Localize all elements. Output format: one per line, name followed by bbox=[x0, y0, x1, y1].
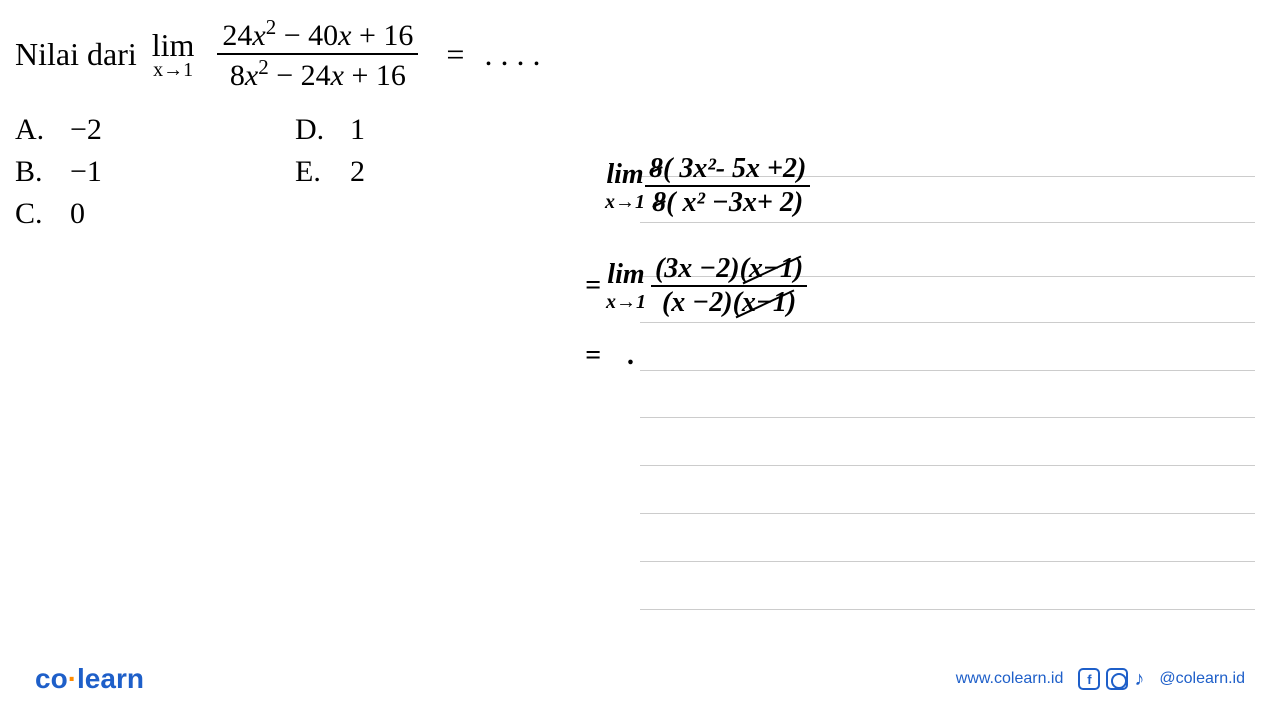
handwritten-solution: lim x→1 8( 3x²- 5x +2) 8( x² −3x+ 2) = l… bbox=[605, 140, 1255, 388]
option-a: A. −2 bbox=[15, 113, 295, 147]
equals-sign: = bbox=[446, 36, 464, 73]
option-value: 2 bbox=[350, 155, 365, 189]
option-letter: A. bbox=[15, 113, 50, 147]
hw-lim: lim bbox=[606, 159, 643, 191]
option-value: 1 bbox=[350, 113, 365, 147]
hw-den-1: 8( x² −3x+ 2) bbox=[648, 187, 807, 219]
option-b: B. −1 bbox=[15, 155, 295, 189]
hw-lim: lim bbox=[607, 259, 644, 291]
question-text: Nilai dari lim x→1 24x2 − 40x + 16 8x2 −… bbox=[15, 15, 615, 93]
option-d: D. 1 bbox=[295, 113, 575, 147]
tiktok-icon: ♪ bbox=[1134, 668, 1144, 691]
option-c: C. 0 bbox=[15, 197, 295, 231]
blank-line bbox=[640, 370, 1255, 418]
option-letter: C. bbox=[15, 197, 50, 231]
hw-approach: x→1 bbox=[605, 191, 645, 214]
option-value: 0 bbox=[70, 197, 85, 231]
blank-line bbox=[640, 562, 1255, 610]
hw-num-1: 8( 3x²- 5x +2) bbox=[645, 153, 810, 185]
option-e: E. 2 bbox=[295, 155, 575, 189]
question-block: Nilai dari lim x→1 24x2 − 40x + 16 8x2 −… bbox=[15, 15, 615, 231]
brand-logo: co·learn bbox=[35, 663, 144, 695]
hw-fraction-2: (3x −2)(x−1) (x −2)(x−1) bbox=[651, 253, 807, 319]
denominator: 8x2 − 24x + 16 bbox=[225, 55, 411, 93]
step1: lim x→1 8( 3x²- 5x +2) 8( x² −3x+ 2) bbox=[605, 140, 810, 232]
hw-equals: = bbox=[585, 270, 601, 302]
limit-approach: x→1 bbox=[153, 59, 193, 82]
logo-dot: · bbox=[68, 663, 77, 694]
hw-den-2: (x −2)(x−1) bbox=[658, 287, 800, 319]
logo-learn: learn bbox=[77, 663, 144, 694]
logo-co: co bbox=[35, 663, 68, 694]
blank-line bbox=[640, 418, 1255, 466]
hw-equals: = bbox=[585, 340, 601, 371]
option-letter: D. bbox=[295, 113, 330, 147]
option-value: −2 bbox=[70, 113, 102, 147]
strike-factor: (x−1) bbox=[733, 287, 797, 319]
hw-fraction-1: 8( 3x²- 5x +2) 8( x² −3x+ 2) bbox=[645, 153, 810, 219]
step2: = lim x→1 (3x −2)(x−1) (x −2)(x−1) bbox=[585, 240, 807, 332]
hw-num-2: (3x −2)(x−1) bbox=[651, 253, 807, 285]
main-fraction: 24x2 − 40x + 16 8x2 − 24x + 16 bbox=[217, 15, 418, 93]
limit-notation: lim x→1 bbox=[152, 27, 195, 82]
strike-factor: (x−1) bbox=[740, 253, 804, 285]
blank-line bbox=[640, 466, 1255, 514]
answer-dots: . . . . bbox=[484, 36, 540, 73]
blank-line bbox=[640, 514, 1255, 562]
strike-8: 8 bbox=[652, 187, 666, 219]
options-grid: A. −2 D. 1 B. −1 E. 2 C. 0 bbox=[15, 113, 615, 231]
option-letter: E. bbox=[295, 155, 330, 189]
notebook-lines bbox=[640, 370, 1255, 610]
step3: = . bbox=[585, 340, 635, 390]
social-handle: @colearn.id bbox=[1159, 670, 1245, 688]
footer-right: www.colearn.id f ♪ @colearn.id bbox=[956, 668, 1245, 691]
numerator: 24x2 − 40x + 16 bbox=[217, 15, 418, 53]
website-url: www.colearn.id bbox=[956, 670, 1064, 688]
instagram-icon bbox=[1106, 668, 1128, 690]
hw-approach: x→1 bbox=[606, 291, 646, 314]
strike-8: 8 bbox=[649, 153, 663, 185]
option-letter: B. bbox=[15, 155, 50, 189]
option-value: −1 bbox=[70, 155, 102, 189]
facebook-icon: f bbox=[1078, 668, 1100, 690]
social-icons: f ♪ bbox=[1078, 668, 1144, 691]
question-prefix: Nilai dari bbox=[15, 36, 137, 73]
footer: co·learn www.colearn.id f ♪ @colearn.id bbox=[0, 663, 1280, 695]
